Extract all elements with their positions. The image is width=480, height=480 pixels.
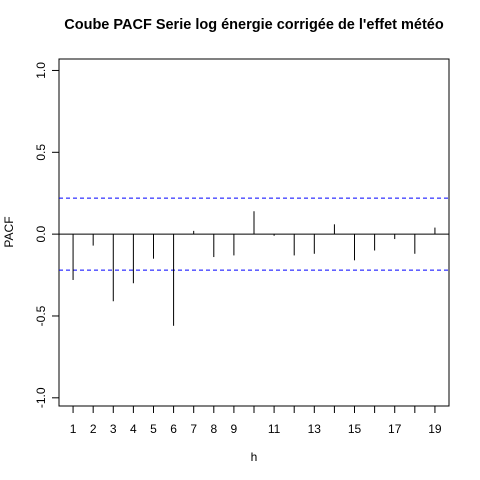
x-tick-label-19: 19: [428, 422, 442, 436]
y-tick-label-4: 1.0: [34, 62, 48, 79]
y-tick-label-0: -1.0: [34, 387, 48, 408]
y-tick-label-2: 0.0: [34, 225, 48, 242]
chart-marks: 1 2 3 4 5 6 7 8 9 11 13 15 17 19 -1.0 -0.5 0.0 0.5 1.0: [34, 62, 449, 436]
x-tick-label-17: 17: [388, 422, 402, 436]
x-tick-label-5: 5: [150, 422, 157, 436]
x-tick-label-3: 3: [110, 422, 117, 436]
x-tick-label-2: 2: [90, 422, 97, 436]
x-tick-label-11: 11: [268, 422, 281, 436]
y-tick-label-3: 0.5: [34, 144, 48, 161]
x-tick-label-7: 7: [190, 422, 197, 436]
x-tick-label-6: 6: [170, 422, 177, 436]
x-tick-label-9: 9: [231, 422, 238, 436]
x-tick-label-13: 13: [308, 422, 322, 436]
x-tick-label-8: 8: [210, 422, 217, 436]
x-tick-label-4: 4: [130, 422, 137, 436]
y-axis-label: PACF: [2, 216, 16, 247]
x-axis-label: h: [251, 450, 258, 464]
y-tick-label-1: -0.5: [34, 305, 48, 326]
x-tick-label-15: 15: [348, 422, 362, 436]
x-tick-label-1: 1: [70, 422, 77, 436]
chart-title: Coube PACF Serie log énergie corrigée de…: [64, 17, 444, 33]
